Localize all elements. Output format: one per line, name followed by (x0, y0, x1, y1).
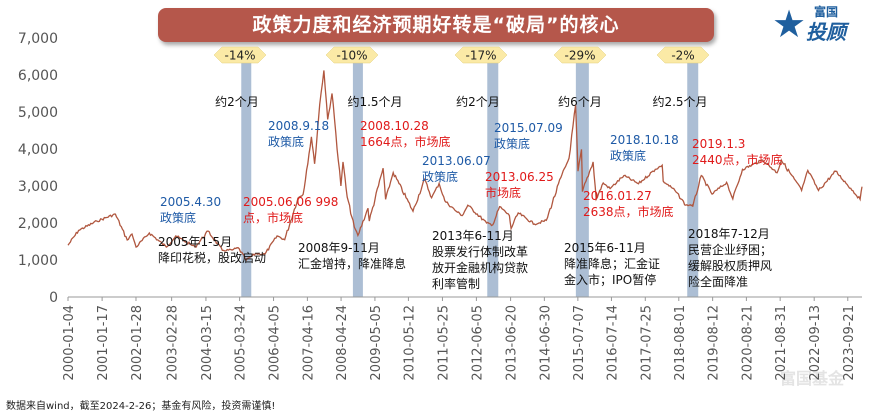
x-tick-label: 2022-09-13 (808, 305, 823, 381)
policy-bottom-label: 政策底 (610, 148, 646, 163)
source-note: 数据来自wind，截至2024-2-26；基金有风险，投资需谨慎! (6, 401, 276, 412)
drop-percent-label: -10% (336, 49, 367, 63)
policy-bottom-date: 2018.10.18 (610, 133, 679, 147)
index-line (67, 70, 863, 262)
logo-top-text: 富国 (814, 5, 839, 19)
x-tick-label: 2014-06-30 (538, 305, 553, 381)
highlight-band (487, 55, 499, 297)
policy-bottom-label: 政策底 (422, 169, 458, 184)
x-tick-label: 2000-01-04 (62, 305, 77, 381)
event-text: 险全面降准 (688, 274, 748, 289)
market-bottom-label: 1664点，市场底 (360, 134, 451, 149)
watermark-text: 富国基金 (780, 369, 845, 388)
y-tick-label: 3,000 (18, 179, 58, 195)
policy-bottom-date: 2015.07.09 (494, 121, 563, 135)
x-tick-label: 2012-06-05 (470, 305, 485, 381)
event-text: 2018年7-12月 (688, 227, 770, 241)
event-text: 缓解股权质押风 (688, 259, 772, 273)
x-tick-label: 2017-07-25 (639, 305, 654, 381)
drop-badge (656, 46, 710, 64)
duration-label: 约2个月 (456, 94, 500, 109)
market-bottom-date: 2005.06.06 998 (243, 195, 338, 209)
x-tick-label: 2001-01-17 (96, 305, 111, 381)
market-bottom-label: 2638点，市场底 (583, 204, 674, 219)
duration-label: 约6个月 (558, 94, 602, 109)
highlight-band (241, 55, 252, 297)
market-bottom-date: 2013.06.25 (485, 170, 554, 184)
x-tick-label: 2006-04-05 (268, 305, 283, 381)
duration-label: 约1.5个月 (347, 94, 402, 109)
highlight-band (352, 55, 363, 297)
duration-label: 约2.5个月 (652, 94, 707, 109)
x-tick-label: 2018-08-01 (673, 305, 688, 381)
x-tick-label: 2004-03-15 (200, 305, 215, 381)
event-text: 金入市；IPO暂停 (564, 272, 656, 287)
x-tick-label: 2023-09-21 (842, 305, 857, 381)
drop-badge (213, 46, 267, 64)
x-tick-label: 2011-05-25 (436, 305, 451, 381)
drop-percent-label: -29% (564, 49, 595, 63)
policy-bottom-label: 政策底 (268, 134, 304, 149)
drop-badge (553, 46, 607, 64)
event-text: 民营企业纾困； (688, 242, 772, 257)
market-bottom-label: 市场底 (485, 185, 521, 200)
y-tick-label: 0 (49, 290, 58, 306)
brand-logo: ★ 富国 投顾 (772, 0, 872, 44)
event-text: 汇金增持，降准降息 (298, 256, 406, 271)
drop-badge (325, 46, 379, 64)
x-tick-label: 2015-07-07 (572, 305, 587, 381)
y-tick-label: 5,000 (18, 105, 58, 121)
event-text: 降准降息；汇金证 (564, 256, 660, 271)
x-tick-label: 2005-03-24 (234, 305, 249, 381)
x-tick-label: 2021-08-31 (774, 305, 789, 381)
policy-bottom-date: 2005.4.30 (160, 195, 221, 209)
drop-percent-label: -14% (224, 49, 255, 63)
policy-bottom-date: 2008.9.18 (268, 119, 329, 133)
y-tick-label: 1,000 (18, 253, 58, 269)
y-tick-label: 7,000 (18, 31, 58, 47)
x-tick-label: 2016-07-14 (605, 305, 620, 381)
event-text: 股票发行体制改革 (432, 244, 528, 259)
market-bottom-date: 2008.10.28 (360, 119, 429, 133)
market-bottom-label: 2440点，市场底 (692, 152, 783, 167)
x-tick-label: 2003-02-28 (166, 305, 181, 381)
market-bottom-date: 2019.1.3 (692, 137, 745, 151)
event-text: 利率管制 (432, 276, 480, 291)
x-tick-label: 2019-08-12 (707, 305, 722, 381)
duration-label: 约2个月 (215, 94, 259, 109)
drop-percent-label: -2% (671, 49, 694, 63)
policy-bottom-date: 2013.06.07 (422, 154, 491, 168)
event-text: 放开金融机构贷款 (432, 260, 528, 275)
drop-percent-label: -17% (465, 49, 496, 63)
x-tick-label: 2007-04-16 (301, 305, 316, 381)
event-text: 2008年9-11月 (298, 241, 380, 255)
drop-badge (454, 46, 508, 64)
y-tick-label: 6,000 (18, 68, 58, 84)
y-tick-label: 2,000 (18, 216, 58, 232)
x-tick-label: 2009-05-05 (369, 305, 384, 381)
event-text: 2005年1-5月 (158, 235, 232, 249)
market-bottom-date: 2016.01.27 (583, 189, 652, 203)
chart-title: 政策力度和经济预期好转是“破局”的核心 (158, 8, 714, 42)
x-tick-label: 2013-06-20 (505, 305, 520, 381)
market-bottom-label: 点，市场底 (243, 210, 303, 225)
event-text: 2013年6-11月 (432, 229, 514, 243)
star-logo-icon: ★ (772, 2, 807, 46)
x-tick-label: 2002-01-28 (130, 305, 145, 381)
event-text: 降印花税，股改启动 (158, 250, 266, 265)
x-tick-label: 2020-08-21 (740, 305, 755, 381)
y-tick-label: 4,000 (18, 142, 58, 158)
x-tick-label: 2008-04-24 (335, 305, 350, 381)
policy-bottom-label: 政策底 (494, 136, 530, 151)
highlight-band (687, 55, 699, 297)
logo-main-text: 投顾 (806, 20, 846, 44)
policy-bottom-label: 政策底 (160, 210, 196, 225)
x-tick-label: 2010-05-12 (402, 305, 417, 381)
event-text: 2015年6-11月 (564, 241, 646, 255)
